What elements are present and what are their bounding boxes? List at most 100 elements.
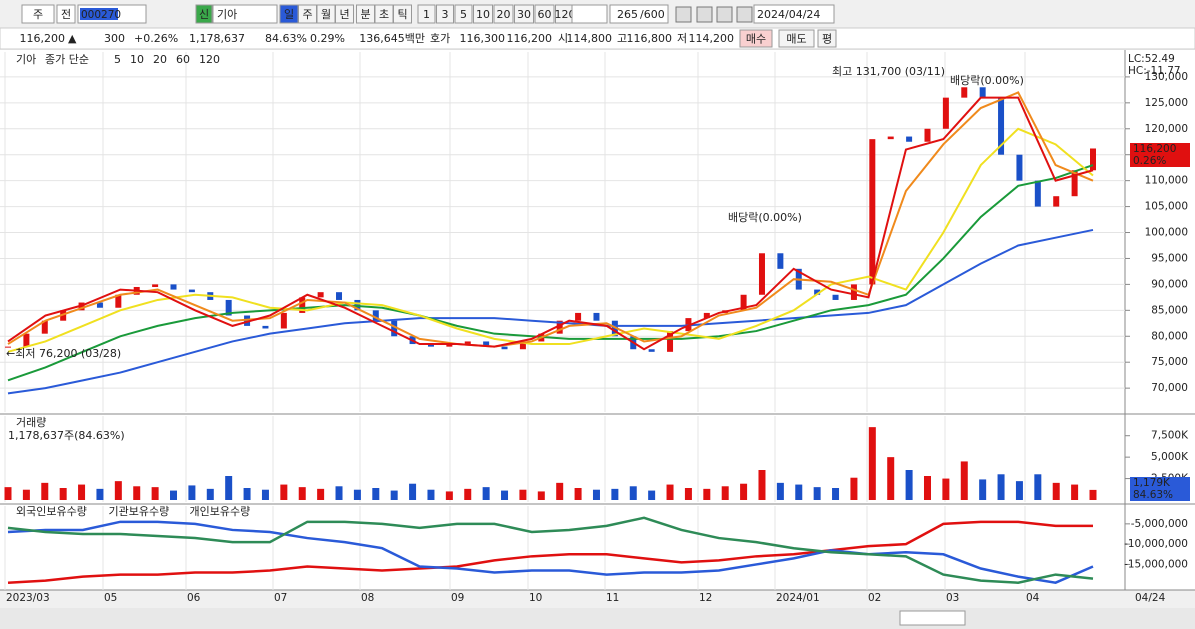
sell-button[interactable] [778, 29, 815, 48]
volume-bar [151, 487, 159, 500]
new-tag[interactable] [195, 4, 213, 24]
period-select[interactable] [21, 4, 55, 24]
volume-bar [243, 488, 251, 500]
prev-button-label[interactable]: 전 [61, 8, 71, 21]
candle [5, 346, 11, 348]
candle [998, 97, 1005, 155]
y-tick-label: 120,000 [1145, 123, 1188, 135]
volume-bar [133, 486, 141, 500]
volume-bar [280, 484, 288, 500]
volume-bar [1052, 482, 1060, 500]
sell-button-label[interactable]: 매도 [786, 33, 806, 46]
unit-button[interactable] [335, 4, 354, 24]
annotation-low: ←최저 76,200 (03/28) [6, 347, 121, 360]
volume-bar [979, 479, 987, 500]
volume-bar [795, 484, 803, 500]
interval-button[interactable] [454, 4, 473, 24]
volume-bar [592, 489, 600, 500]
volume-bar [445, 491, 453, 500]
volume-bar [684, 488, 692, 500]
volume-bar [188, 485, 196, 500]
unit-button-label[interactable]: 주 [302, 8, 312, 21]
candle [979, 87, 986, 98]
zoom-slider[interactable] [899, 610, 966, 626]
info-arrow: ▲ [68, 32, 77, 45]
unit-button[interactable] [393, 4, 412, 24]
unit-button-label[interactable]: 년 [339, 8, 349, 21]
candle [703, 312, 710, 319]
unit-button-label[interactable]: 초 [379, 8, 389, 21]
prev-button[interactable] [56, 4, 76, 24]
unit-button-label[interactable]: 틱 [397, 8, 407, 21]
x-label: 06 [187, 592, 201, 604]
volume-bar [409, 483, 417, 500]
interval-button-label[interactable]: 20 [497, 8, 511, 21]
y-tick-label: 75,000 [1151, 356, 1188, 368]
unit-button-label[interactable]: 일 [284, 7, 294, 21]
volume-bar [519, 489, 527, 500]
volume-bar [1015, 481, 1023, 500]
y-tick-label: -10,000,000 [1124, 538, 1188, 550]
candle [170, 284, 177, 290]
interval-button-label[interactable]: 1 [423, 8, 430, 21]
info-amount: 136,645백만 [359, 32, 425, 45]
y-tick-label: 95,000 [1151, 252, 1188, 264]
interval-button[interactable] [436, 4, 454, 24]
tool-icon[interactable] [716, 6, 733, 23]
interval-button[interactable] [534, 4, 555, 24]
info-turnover: 0.29% [310, 32, 345, 45]
volume-bar [41, 482, 49, 500]
volume-bar [942, 478, 950, 500]
buy-button[interactable] [739, 29, 773, 48]
interval-button-label[interactable]: 30 [517, 8, 531, 21]
new-tag-label[interactable]: 신 [199, 8, 209, 21]
candle [446, 344, 453, 347]
tool-icon[interactable] [736, 6, 753, 23]
tool-icon[interactable] [696, 6, 713, 23]
info-quote-label: 호가 [430, 32, 450, 45]
volume-bar [537, 491, 545, 500]
interval-button-label[interactable]: 10 [476, 8, 490, 21]
avg-button[interactable] [817, 29, 837, 48]
count-input[interactable] [609, 4, 669, 24]
info-open: 114,800 [567, 32, 613, 45]
legend-entry: 20 [153, 53, 167, 66]
x-label: 10 [529, 592, 542, 604]
interval-button-label[interactable]: 5 [460, 8, 467, 21]
interval-button-label[interactable]: 3 [442, 8, 449, 21]
info-high-label: 고 [617, 32, 627, 45]
interval-button-label[interactable]: 60 [538, 8, 552, 21]
name-input[interactable] [212, 4, 278, 24]
y-tick-label: 7,500K [1151, 430, 1189, 442]
current-volume: 1,179K [1133, 477, 1171, 489]
volume-bar [1071, 484, 1079, 500]
candle [758, 253, 765, 295]
volume-title: 거래량 [16, 416, 46, 429]
volume-bar [206, 488, 214, 500]
interval-button[interactable] [473, 4, 493, 24]
volume-bar [923, 476, 931, 500]
interval-button-label[interactable]: 120 [555, 8, 576, 21]
y-tick-label: 105,000 [1145, 201, 1188, 213]
buy-button-label[interactable]: 매수 [746, 33, 766, 46]
series-line [7, 520, 1094, 584]
x-label: 05 [104, 592, 117, 604]
volume-bar [611, 488, 619, 500]
avg-button-label[interactable]: 평 [822, 33, 832, 46]
count-select[interactable] [571, 4, 608, 24]
volume-bar [170, 490, 178, 500]
series-line [7, 164, 1094, 382]
volume-bar [261, 489, 269, 500]
date-input[interactable] [753, 4, 835, 24]
period-select-label[interactable]: 주 [33, 8, 43, 21]
unit-button-label[interactable]: 분 [360, 8, 370, 21]
unit-button-label[interactable]: 월 [321, 8, 331, 21]
interval-button[interactable] [493, 4, 514, 24]
interval-button[interactable] [417, 4, 436, 24]
volume-bar [114, 481, 122, 500]
info-price: 116,200 [20, 32, 66, 45]
series-line [7, 228, 1094, 395]
tool-icon[interactable] [675, 6, 692, 23]
interval-button[interactable] [514, 4, 534, 24]
scrollbar[interactable] [0, 608, 1195, 629]
